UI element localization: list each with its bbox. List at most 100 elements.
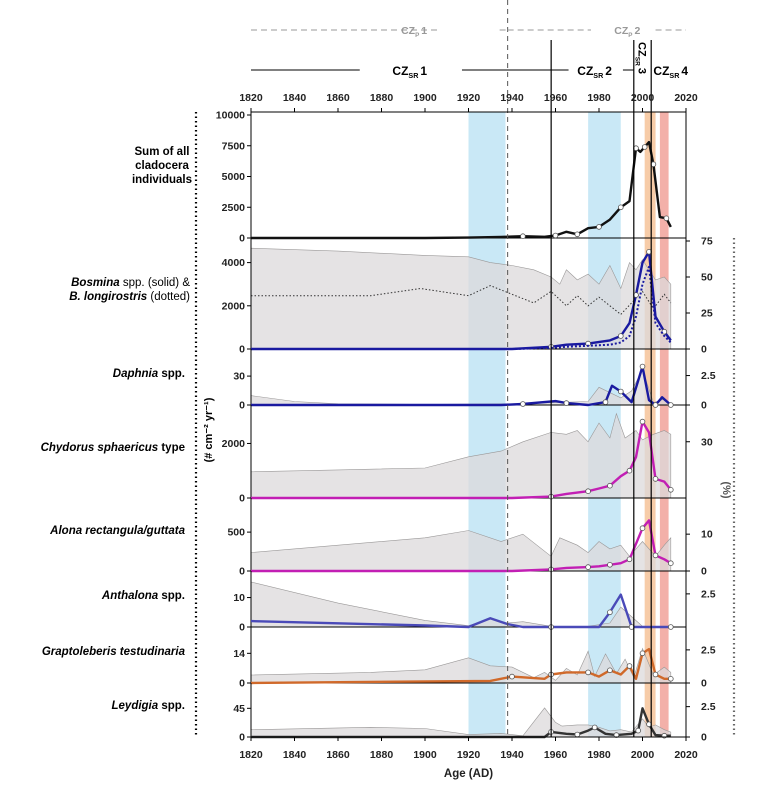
panel-label-rest: spp. — [158, 700, 185, 712]
x-tick-label-top: 1840 — [283, 92, 307, 104]
sample-point — [585, 488, 591, 495]
sample-point — [667, 624, 674, 630]
y-tick-label-left: 500 — [227, 527, 245, 539]
sample-point — [617, 388, 624, 395]
sample-point — [641, 144, 648, 150]
czsr2-label-num: 2 — [605, 64, 612, 78]
czp2-label: CZP 2 — [614, 25, 640, 39]
y-tick-label-right: 2.5 — [701, 644, 716, 656]
sample-point — [574, 231, 581, 238]
czp1-label-num: 1 — [421, 25, 427, 37]
sample-point — [652, 402, 659, 408]
panel-label: Daphnia spp. — [113, 368, 185, 380]
x-tick-label-top: 1860 — [326, 92, 350, 104]
series-line — [251, 519, 672, 573]
y-tick-label-right: 2.5 — [701, 588, 716, 600]
panel-label-italic: Leydigia — [112, 700, 159, 712]
y-tick-label-left: 30 — [233, 371, 245, 383]
percent-line — [251, 285, 672, 316]
sample-point — [652, 476, 659, 482]
y-tick-label-left: 0 — [239, 678, 245, 690]
panel-label-line: cladocera — [135, 160, 189, 172]
x-tick-label-bottom: 1940 — [500, 749, 524, 761]
y-tick-label-left: 2000 — [222, 300, 246, 312]
panel-label-rest: spp. — [158, 368, 185, 380]
panel-label: Graptoleberis testudinaria — [42, 646, 186, 658]
x-tick-label-top: 1940 — [500, 92, 524, 104]
panel-label-rest: type — [158, 442, 185, 454]
czp1-label-cz: CZ — [401, 25, 416, 37]
czsr2-label-cz: CZ — [577, 64, 593, 78]
sample-point — [552, 232, 559, 239]
sample-point — [509, 673, 515, 680]
panel-label-line: individuals — [132, 174, 192, 186]
percent-area — [250, 247, 672, 350]
czp2-label-num: 2 — [634, 25, 640, 37]
x-tick-label-bottom: 1880 — [370, 749, 394, 761]
sample-point — [626, 467, 633, 474]
y-tick-label-right: 25 — [701, 308, 713, 320]
panel-label-rest: spp. — [158, 590, 185, 602]
x-tick-label-top: 1820 — [239, 92, 263, 104]
x-tick-label-bottom: 1860 — [326, 749, 350, 761]
y-tick-label-right: 0 — [701, 400, 707, 412]
sample-point — [585, 669, 591, 676]
x-tick-label-top: 1980 — [587, 92, 611, 104]
y-tick-label-right: 2.5 — [701, 701, 716, 713]
x-tick-label-bottom: 2000 — [631, 749, 655, 761]
sample-point — [563, 400, 570, 406]
y-tick-label-right: 2.5 — [701, 370, 716, 382]
x-tick-label-top: 1920 — [457, 92, 481, 104]
sample-point — [639, 363, 646, 370]
x-tick-label-bottom: 2020 — [674, 749, 698, 761]
czsr1-label-sub: SR — [408, 71, 419, 80]
panel-label: Alona rectangula/guttata — [49, 525, 185, 537]
panel-label-italic: Graptoleberis testudinaria — [42, 646, 186, 658]
panel-label-rest: (dotted) — [147, 291, 190, 303]
czsr4-label-cz: CZ — [653, 64, 669, 78]
series-line — [251, 420, 672, 500]
y-axis-title-left: (# cm⁻² yr⁻¹) — [203, 397, 215, 462]
czsr2-label: CZSR 2 — [577, 64, 612, 80]
x-tick-label-bottom: 1980 — [587, 749, 611, 761]
sample-point — [635, 727, 641, 734]
y-tick-label-right: 75 — [701, 236, 713, 248]
czsr1-label: CZSR 1 — [392, 64, 427, 80]
sample-point — [520, 233, 526, 240]
y-tick-label-right: 0 — [701, 566, 707, 578]
x-tick-label-top: 1960 — [544, 92, 568, 104]
sample-point — [639, 650, 646, 657]
sample-point — [639, 418, 646, 425]
y-tick-label-left: 10 — [233, 592, 245, 604]
sample-point — [591, 724, 598, 731]
x-tick-label-top: 1900 — [413, 92, 437, 104]
y-tick-label-right: 30 — [701, 436, 713, 448]
sample-point — [520, 401, 526, 407]
czsr1-label-cz: CZ — [392, 64, 408, 78]
panel-label-italic: Daphnia — [113, 368, 159, 380]
y-tick-label-right: 0 — [701, 732, 707, 744]
sample-point — [667, 560, 674, 566]
series-line — [251, 265, 672, 350]
sample-point — [667, 402, 674, 408]
y-tick-label-left: 45 — [233, 703, 245, 715]
series-line — [251, 707, 671, 739]
x-tick-label-bottom: 1900 — [413, 749, 437, 761]
czsr3-label-num: 3 — [636, 68, 648, 74]
sample-point — [574, 731, 581, 738]
panel-label: Chydorus sphaericus type — [41, 442, 185, 454]
sample-point — [607, 482, 613, 489]
y-tick-label-left: 5000 — [222, 171, 246, 183]
band-orange — [644, 112, 656, 737]
sample-point — [652, 671, 659, 678]
czsr3-label-cz: CZ — [636, 42, 648, 57]
y-tick-label-left: 2500 — [222, 202, 246, 214]
y-tick-label-left: 2000 — [222, 438, 246, 450]
panel-label-rest: spp. (solid) & — [120, 277, 191, 289]
y-tick-label-left: 0 — [239, 233, 245, 245]
panel-label-italic: Bosmina — [71, 277, 120, 289]
x-tick-label-bottom: 1840 — [283, 749, 307, 761]
czsr3-label: CZSR 3 — [634, 42, 648, 74]
band-red — [659, 112, 669, 737]
czsr4-label-sub: SR — [669, 71, 680, 80]
